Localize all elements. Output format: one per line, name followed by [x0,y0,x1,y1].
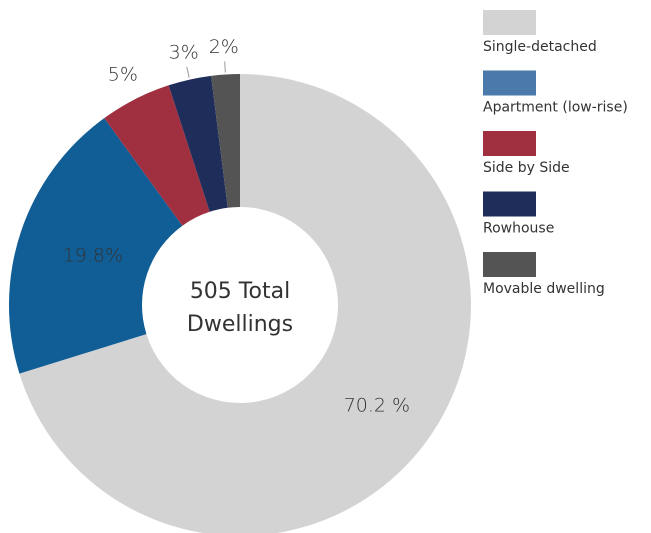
legend-swatch [483,191,536,217]
slice [211,74,240,208]
legend-swatch [483,131,536,156]
data-label: 5% [108,64,138,86]
legend-swatch [483,252,536,277]
donut: 70.2 % 19.8% 5% 3% 2% [9,36,471,533]
center-text: Dwellings [187,312,293,337]
data-label: 70.2 % [344,394,410,416]
slice [19,74,471,533]
legend-label: Apartment (low-rise) [483,100,628,116]
leader-line [224,61,226,73]
slice [9,118,183,374]
slice [104,85,210,226]
legend-label: Side by Side [483,160,570,176]
legend-label: Rowhouse [483,221,554,237]
data-label: 19.8% [63,245,123,267]
center-text: 505 Total [190,279,290,304]
data-label: 3% [169,42,199,64]
slice [168,75,228,212]
leader-line [186,66,190,78]
legend: Single-detached Apartment (low-rise) Side … [483,10,628,297]
legend-swatch [483,10,536,35]
data-label: 2% [209,36,239,58]
legend-label: Movable dwelling [483,281,605,297]
legend-label: Single-detached [483,39,597,55]
legend-swatch [483,70,536,96]
